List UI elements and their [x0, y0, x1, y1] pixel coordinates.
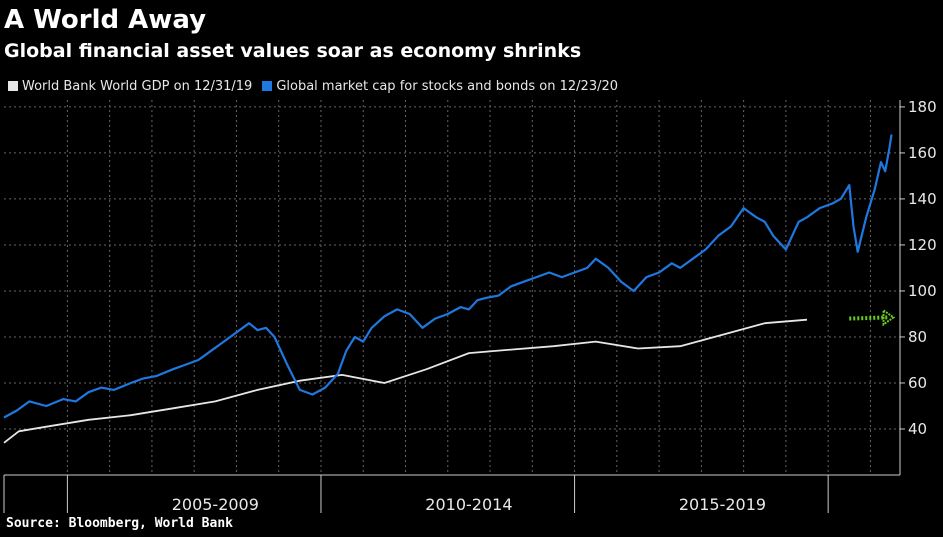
legend-item-gdp: World Bank World GDP on 12/31/19	[8, 79, 252, 94]
legend-swatch-gdp	[8, 81, 18, 91]
chart-title: A World Away	[4, 5, 207, 35]
projection-arrow-shaft	[849, 315, 888, 321]
x-period-label-2: 2015-2019	[679, 495, 766, 514]
projection-arrow-head	[882, 308, 896, 327]
legend-item-market-cap: Global market cap for stocks and bonds o…	[262, 79, 618, 94]
y-tick-label-80: 80	[908, 328, 927, 346]
x-period-label-1: 2010-2014	[425, 495, 512, 514]
y-tick-label-180: 180	[908, 98, 937, 116]
series-line-1	[3, 134, 893, 419]
y-tick-label-160: 160	[908, 144, 937, 162]
source-note: Source: Bloomberg, World Bank	[6, 516, 233, 531]
legend-swatch-market-cap	[262, 81, 273, 91]
y-tick-label-140: 140	[908, 190, 937, 208]
chart-subtitle: Global financial asset values soar as ec…	[4, 40, 582, 62]
y-tick-label-100: 100	[908, 282, 937, 300]
y-tick-label-120: 120	[908, 236, 937, 254]
legend-label-market-cap: Global market cap for stocks and bonds o…	[276, 78, 619, 94]
series-line-0	[3, 318, 808, 444]
legend-label-gdp: World Bank World GDP on 12/31/19	[22, 78, 253, 94]
y-tick-label-60: 60	[908, 374, 927, 392]
series-layer	[3, 134, 896, 444]
x-period-label-0: 2005-2009	[172, 495, 259, 514]
grid-layer	[4, 100, 900, 475]
legend: World Bank World GDP on 12/31/19 Global …	[8, 77, 628, 95]
axis-layer: 40 60 80 100 120 140 160 180 2005-2009 2010-2014 2…	[3, 98, 937, 514]
y-tick-label-40: 40	[908, 420, 927, 438]
